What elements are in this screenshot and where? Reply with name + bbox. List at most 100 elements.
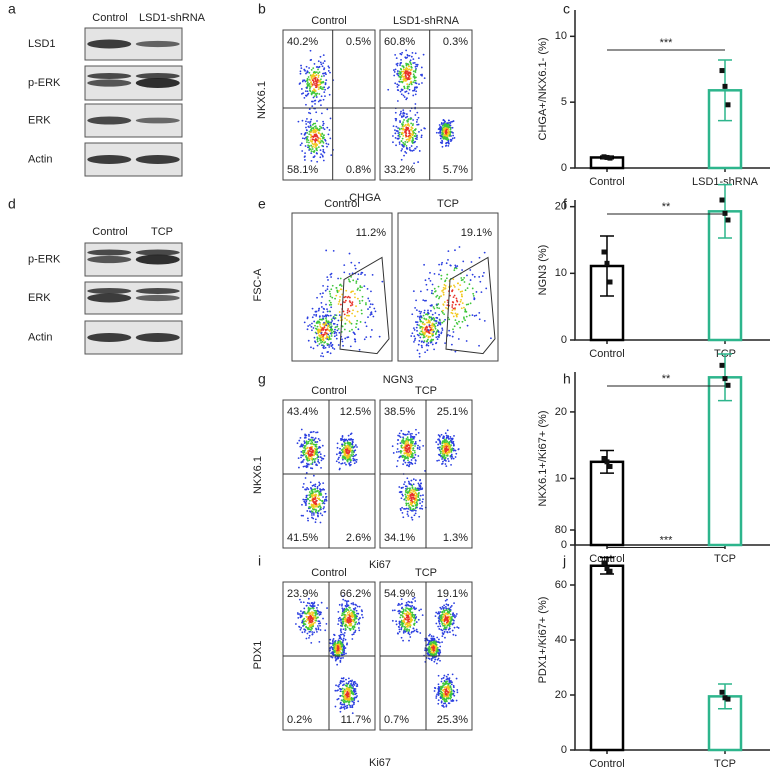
event-dot xyxy=(349,694,351,696)
event-dot xyxy=(431,305,433,307)
event-dot xyxy=(392,620,394,622)
event-dot xyxy=(452,289,454,291)
event-dot xyxy=(455,615,457,617)
event-dot xyxy=(350,683,352,685)
event-dot xyxy=(322,145,324,147)
event-dot xyxy=(426,289,428,291)
event-dot xyxy=(419,448,421,450)
event-dot xyxy=(443,320,445,322)
event-dot xyxy=(403,146,405,148)
event-dot xyxy=(301,133,303,135)
event-dot xyxy=(354,622,356,624)
event-dot xyxy=(406,83,408,85)
event-dot xyxy=(424,323,426,325)
blot-band xyxy=(136,333,180,342)
event-dot xyxy=(319,483,321,485)
event-dot xyxy=(434,273,436,275)
event-dot xyxy=(326,334,328,336)
event-dot xyxy=(333,316,335,318)
event-dot xyxy=(427,648,429,650)
event-dot xyxy=(404,141,406,143)
event-dot xyxy=(352,620,354,622)
event-dot xyxy=(425,314,427,316)
event-dot xyxy=(418,619,420,621)
event-dot xyxy=(430,280,432,282)
event-dot xyxy=(455,453,457,455)
quadrant-percent: 25.1% xyxy=(437,406,468,418)
event-dot xyxy=(320,63,322,65)
event-dot xyxy=(478,312,480,314)
event-dot xyxy=(348,315,350,317)
event-dot xyxy=(341,707,343,709)
event-dot xyxy=(309,148,311,150)
event-dot xyxy=(441,434,443,436)
event-dot xyxy=(414,452,416,454)
event-dot xyxy=(346,685,348,687)
event-dot xyxy=(447,623,449,625)
event-dot xyxy=(347,687,349,689)
event-dot xyxy=(330,276,332,278)
event-dot xyxy=(420,483,422,485)
event-dot xyxy=(350,305,352,307)
event-dot xyxy=(401,115,403,117)
event-dot xyxy=(420,311,422,313)
event-dot xyxy=(348,455,350,457)
event-dot xyxy=(315,143,317,145)
event-dot xyxy=(393,69,395,71)
event-dot xyxy=(323,134,325,136)
event-dot xyxy=(351,638,353,640)
event-dot xyxy=(358,623,360,625)
event-dot xyxy=(441,678,443,680)
event-dot xyxy=(320,56,322,58)
event-dot xyxy=(429,648,431,650)
event-dot xyxy=(400,456,402,458)
blot-column-label: Control xyxy=(92,12,127,24)
event-dot xyxy=(397,632,399,634)
event-dot xyxy=(460,291,462,293)
event-dot xyxy=(434,324,436,326)
event-dot xyxy=(460,299,462,301)
event-dot xyxy=(420,333,422,335)
event-dot xyxy=(447,616,449,618)
event-dot xyxy=(309,605,311,607)
event-dot xyxy=(457,323,459,325)
event-dot xyxy=(310,642,312,644)
event-dot xyxy=(312,67,314,69)
event-dot xyxy=(315,90,317,92)
event-dot xyxy=(431,325,433,327)
event-dot xyxy=(303,69,305,71)
event-dot xyxy=(322,138,324,140)
event-dot xyxy=(446,443,448,445)
event-dot xyxy=(306,141,308,143)
event-dot xyxy=(449,436,451,438)
event-dot xyxy=(309,324,311,326)
event-dot xyxy=(357,606,359,608)
event-dot xyxy=(316,135,318,137)
blot-row-label: Actin xyxy=(28,153,52,165)
event-dot xyxy=(441,448,443,450)
event-dot xyxy=(436,637,438,639)
event-dot xyxy=(441,327,443,329)
event-dot xyxy=(303,618,305,620)
event-dot xyxy=(432,344,434,346)
event-dot xyxy=(424,336,426,338)
event-dot xyxy=(407,433,409,435)
event-dot xyxy=(345,290,347,292)
event-dot xyxy=(317,332,319,334)
event-dot xyxy=(413,608,415,610)
event-dot xyxy=(301,150,303,152)
event-dot xyxy=(445,145,447,147)
event-dot xyxy=(320,355,322,357)
event-dot xyxy=(435,612,437,614)
event-dot xyxy=(442,440,444,442)
event-dot xyxy=(444,127,446,129)
event-dot xyxy=(311,160,313,162)
event-dot xyxy=(442,616,444,618)
event-dot xyxy=(301,93,303,95)
event-dot xyxy=(470,302,472,304)
event-dot xyxy=(314,605,316,607)
event-dot xyxy=(444,637,446,639)
event-dot xyxy=(309,131,311,133)
event-dot xyxy=(347,699,349,701)
event-dot xyxy=(413,438,415,440)
